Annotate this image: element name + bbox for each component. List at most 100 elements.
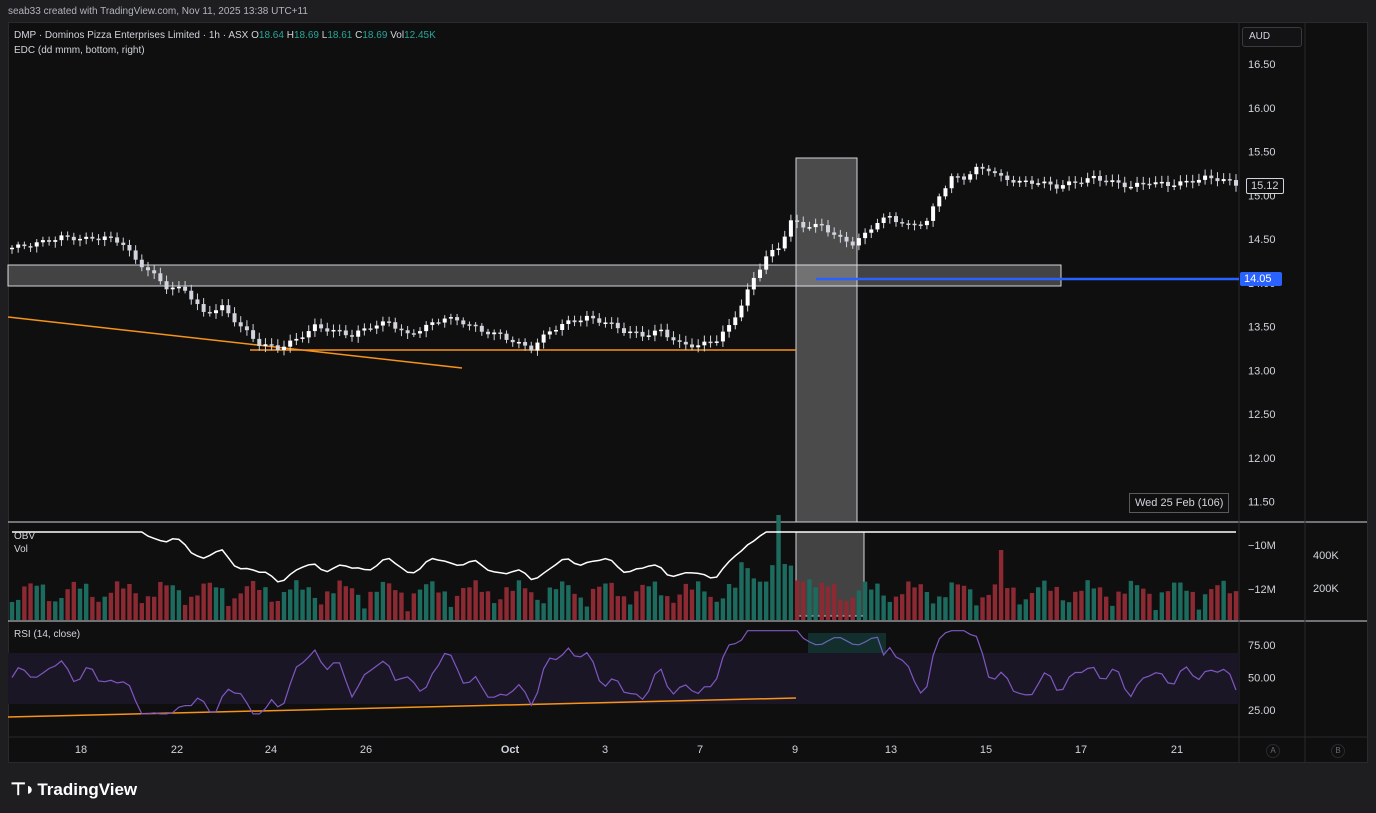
volume-bar — [77, 588, 83, 620]
candle-body — [319, 324, 324, 329]
auto-scale-button[interactable]: A — [1266, 744, 1280, 758]
candle-body — [714, 341, 719, 343]
candle-body — [448, 317, 453, 319]
candle-body — [1221, 179, 1226, 182]
candle-body — [968, 174, 973, 180]
candle-body — [269, 344, 274, 346]
candle-body — [411, 333, 416, 335]
candle-body — [405, 330, 410, 334]
volume-bar — [794, 580, 800, 620]
volume-bar — [479, 591, 485, 620]
candle-body — [121, 242, 126, 245]
rsi-trendline[interactable] — [7, 697, 797, 718]
volume-bar — [998, 550, 1004, 620]
volume-bar — [726, 583, 732, 620]
volume-bar — [1091, 588, 1097, 620]
volume-bar — [788, 565, 794, 620]
volume-bar — [875, 583, 880, 620]
candle-body — [745, 289, 750, 306]
volume-bar — [751, 578, 757, 620]
volume-bar — [584, 606, 590, 620]
currency-button[interactable]: AUD — [1242, 27, 1302, 47]
candle-body — [788, 220, 793, 237]
candle-body — [84, 236, 89, 239]
volume-bar — [244, 586, 250, 620]
volume-bar — [590, 588, 596, 620]
candle-body — [1073, 181, 1078, 183]
volume-bar — [164, 585, 169, 620]
obv-label[interactable]: OBV — [14, 531, 36, 542]
volume-bar — [708, 596, 713, 620]
price-tick: 16.50 — [1248, 59, 1276, 71]
ohlc-vol: 12.45K — [404, 30, 436, 41]
ohlc-low-label: L — [321, 30, 328, 41]
candle-body — [795, 220, 800, 223]
volume-bar — [720, 598, 726, 620]
candle-body — [813, 223, 818, 228]
candle-body — [108, 236, 113, 238]
volume-bar — [695, 581, 701, 620]
candle-body — [498, 332, 503, 334]
candle-body — [1091, 175, 1096, 179]
symbol-title[interactable]: DMP · Dominos Pizza Enterprises Limited … — [14, 30, 436, 41]
rsi-axis[interactable]: 75.00 50.00 25.00 — [1248, 640, 1276, 717]
resistance-zone[interactable] — [7, 264, 1062, 287]
volume-bar — [454, 595, 460, 620]
symbol-label[interactable]: DMP · Dominos Pizza Enterprises Limited … — [14, 30, 249, 41]
volume-bar — [269, 601, 274, 620]
volume-bar — [343, 586, 349, 620]
volume-bar — [640, 584, 645, 620]
rsi-label[interactable]: RSI (14, close) — [14, 629, 81, 640]
obv-axis[interactable]: −10M −12M 400K 200K — [1248, 540, 1339, 596]
volume-bar — [442, 591, 447, 620]
candle-body — [146, 267, 150, 271]
volume-bar — [1060, 600, 1066, 620]
volume-bar — [201, 583, 206, 620]
candle-body — [461, 320, 466, 325]
volume-bar — [34, 585, 39, 620]
candle-body — [424, 324, 429, 332]
volume-bar — [899, 594, 905, 620]
price-axis[interactable]: 16.5016.0015.5015.0014.5014.0013.5013.00… — [1248, 59, 1276, 509]
candle-body — [47, 240, 52, 242]
breakout-highlight[interactable] — [795, 157, 858, 523]
volume-bar — [665, 596, 670, 620]
candle-body — [665, 329, 670, 338]
volume-bar — [912, 587, 917, 620]
candle-body — [65, 235, 70, 237]
volume-bar — [53, 601, 58, 620]
volume-bar — [702, 591, 707, 620]
volume-bar — [603, 583, 608, 620]
volume-bar — [127, 584, 132, 620]
volume-bar — [918, 584, 923, 620]
rsi-tick: 50.00 — [1248, 673, 1276, 685]
tradingview-logo[interactable]: ⊤◗ TradingView — [10, 779, 137, 800]
log-scale-button[interactable]: B — [1331, 744, 1345, 758]
candle-body — [863, 232, 868, 239]
volume-bar — [65, 589, 70, 620]
trendline-descending[interactable] — [7, 316, 463, 369]
indicator-line[interactable]: EDC (dd mmm, bottom, right) — [14, 45, 145, 56]
candle-body — [572, 320, 577, 323]
volume-bar — [312, 597, 318, 620]
candle-body — [1190, 180, 1195, 183]
candle-body — [1122, 182, 1127, 188]
chart-credit: seab33 created with TradingView.com, Nov… — [8, 6, 308, 17]
volume-bar — [776, 514, 781, 620]
price-tick: 13.50 — [1248, 322, 1276, 334]
candle-body — [894, 216, 898, 223]
candle-body — [78, 238, 82, 241]
volume-bar — [801, 581, 806, 620]
volume-bar — [559, 581, 565, 620]
candle-body — [331, 329, 336, 332]
volume-bar — [71, 581, 77, 620]
volume-bar — [226, 605, 231, 620]
time-axis[interactable]: 18 22 24 26 Oct 3 7 9 13 15 17 21 — [75, 744, 1183, 756]
brand-text: TradingView — [37, 779, 138, 799]
vol-label[interactable]: Vol — [14, 544, 28, 555]
candle-body — [399, 328, 404, 331]
volume-bar — [461, 587, 466, 620]
volume-bar — [405, 611, 410, 620]
candle-body — [133, 250, 138, 260]
